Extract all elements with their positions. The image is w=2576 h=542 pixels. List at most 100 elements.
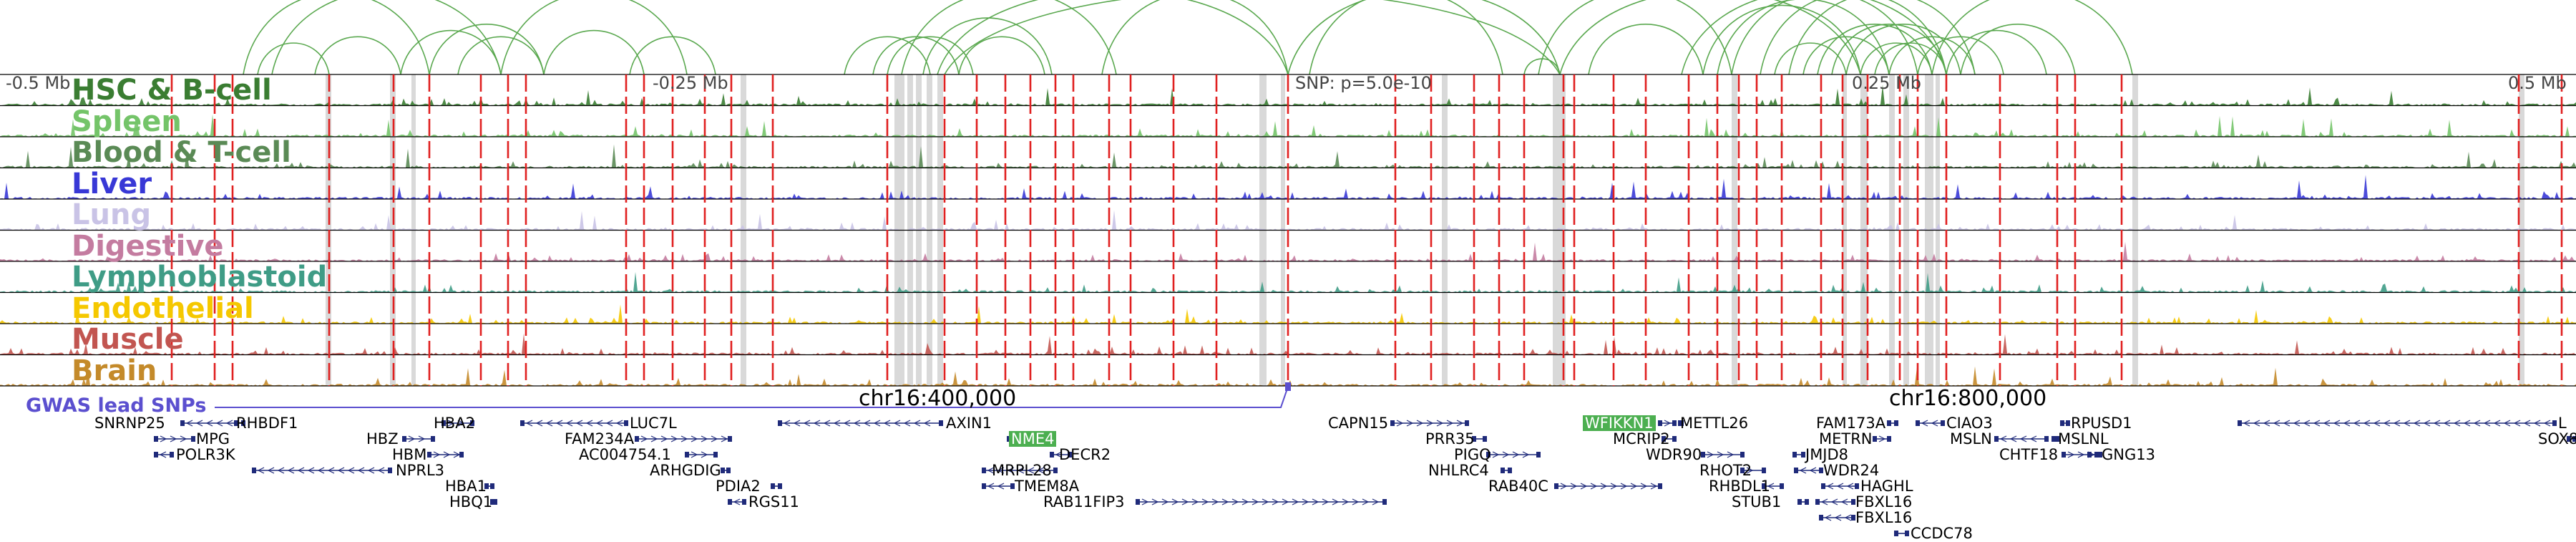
gene-exon — [1740, 452, 1745, 458]
gene-exon — [1762, 468, 1766, 473]
gene-strand-arrow — [1406, 420, 1414, 427]
gene-label: WDR90 — [1646, 446, 1702, 463]
interaction-arcs — [243, 0, 2133, 75]
gene-strand-arrow — [2273, 420, 2280, 427]
gene-strand-arrow — [575, 420, 583, 427]
gene-strand-arrow — [615, 420, 623, 427]
gene-strand-arrow — [873, 420, 881, 427]
gene-strand-arrow — [1650, 483, 1658, 490]
gene-strand-arrow — [1181, 498, 1189, 505]
gene-strand-arrow — [1055, 451, 1063, 458]
gene-strand-arrow — [1999, 435, 2007, 442]
gene-label: SNRNP25 — [94, 415, 165, 432]
gene-exon — [1815, 499, 1820, 505]
gene-strand-arrow — [2029, 435, 2037, 442]
interaction-arc — [1946, 29, 2047, 75]
gene-exon — [1701, 452, 1705, 458]
gene-strand-arrow — [185, 420, 193, 427]
gene-label: HBZ — [366, 430, 399, 447]
gene-strand-arrow — [1600, 483, 1608, 490]
gene-exon — [635, 436, 639, 442]
gene-exon — [1994, 436, 1999, 442]
gene-strand-arrow — [1840, 498, 1848, 505]
gene-label: PDIA2 — [716, 478, 761, 495]
gene-exon — [778, 483, 782, 489]
track-label: Spleen — [72, 105, 182, 138]
gene-strand-arrow — [408, 435, 416, 442]
interaction-arc — [872, 36, 960, 75]
interaction-arc — [1860, 42, 1933, 75]
gene-exon — [982, 468, 986, 473]
gene-label: TMEM8A — [1015, 478, 1080, 495]
gene-strand-arrow — [1151, 498, 1159, 505]
interaction-arc — [1917, 36, 2004, 75]
gene-label: HAGHL — [1860, 478, 1913, 495]
gene-exon — [2055, 436, 2059, 442]
gene-strand-arrow — [215, 420, 223, 427]
gene-strand-arrow — [2323, 420, 2331, 427]
interaction-arc — [1309, 0, 1503, 75]
gene-exon — [728, 499, 732, 505]
gene-strand-arrow — [1171, 498, 1179, 505]
gene-exon — [1792, 452, 1797, 458]
gene-strand-arrow — [2523, 420, 2531, 427]
gene-strand-arrow — [987, 483, 995, 490]
gene-strand-arrow — [1799, 467, 1807, 474]
interaction-arc — [1717, 0, 1890, 75]
gene-exon — [721, 468, 725, 473]
gene-label: FBXL16 — [1855, 493, 1913, 510]
gene-strand-arrow — [277, 467, 285, 474]
gene-strand-arrow — [327, 467, 335, 474]
interaction-arc — [958, 36, 1045, 75]
interaction-arc — [500, 0, 688, 75]
gene-strand-arrow — [2263, 420, 2270, 427]
gene-strand-arrow — [307, 467, 315, 474]
gene-strand-arrow — [1590, 483, 1598, 490]
gene-label: METTL26 — [1680, 415, 1749, 432]
gene-strand-arrow — [903, 420, 911, 427]
gene-label: PIGQ — [1454, 446, 1491, 463]
gene-strand-arrow — [1580, 483, 1588, 490]
gene-exon — [490, 499, 494, 505]
gene-label: RHOT2 — [1699, 462, 1752, 479]
gene-exon — [470, 420, 474, 426]
gene-label: GNG13 — [2102, 446, 2155, 463]
gene-strand-arrow — [2067, 451, 2075, 458]
interaction-arc — [629, 36, 716, 75]
gene-exon — [1501, 468, 1505, 473]
gene-strand-arrow — [1630, 483, 1638, 490]
track-label: Liver — [72, 167, 152, 200]
gene-strand-arrow — [2353, 420, 2361, 427]
gene-exon — [241, 420, 245, 426]
gene-label: HBA2 — [434, 415, 475, 432]
interaction-arc — [314, 36, 401, 75]
gene-label: AC004754.1 — [579, 446, 671, 463]
gwas-track-label: GWAS lead SNPs — [26, 395, 207, 417]
interaction-arc — [1931, 0, 2133, 75]
track-label: Endothelial — [72, 291, 254, 325]
gene-label: STUB1 — [1732, 493, 1782, 510]
gene-strand-arrow — [595, 420, 603, 427]
gene-strand-arrow — [833, 420, 841, 427]
gene-label: CIAO3 — [1946, 415, 1993, 432]
gene-exon — [1887, 420, 1891, 426]
gene-strand-arrow — [1191, 498, 1199, 505]
gene-label: NME4 — [1009, 431, 1057, 447]
gene-exon — [180, 420, 185, 426]
gene-strand-arrow — [1620, 483, 1628, 490]
gene-exon — [1801, 452, 1805, 458]
gene-exon — [1797, 499, 1802, 505]
gene-strand-arrow — [535, 420, 543, 427]
gene-strand-arrow — [1211, 498, 1219, 505]
gene-label: MRPL28 — [992, 462, 1052, 479]
gene-strand-arrow — [225, 420, 233, 427]
gene-strand-arrow — [447, 420, 455, 427]
gene-label: CAPN15 — [1328, 415, 1389, 432]
gene-strand-arrow — [1416, 420, 1424, 427]
gene-exon — [1050, 452, 1054, 458]
gene-label: WDR24 — [1823, 462, 1880, 479]
gene-strand-arrow — [2019, 435, 2027, 442]
gene-label: RPUSD1 — [2071, 415, 2132, 432]
interaction-arc — [1588, 24, 1704, 75]
gene-label: FBXL16 — [1855, 509, 1913, 526]
